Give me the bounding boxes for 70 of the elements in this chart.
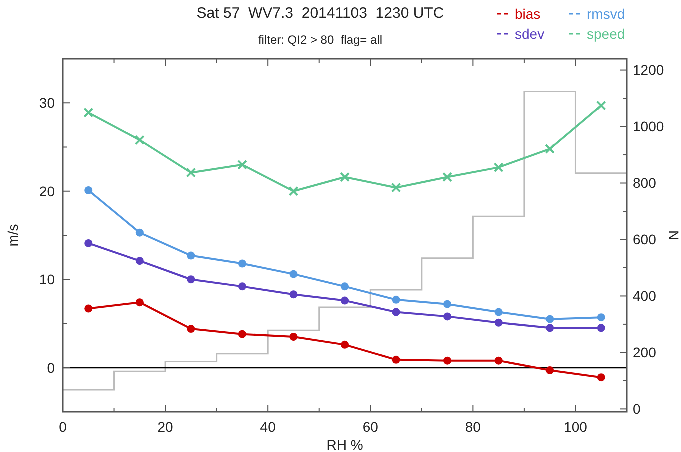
point	[546, 315, 554, 324]
point	[442, 172, 453, 182]
point	[237, 160, 248, 170]
point	[597, 324, 606, 332]
point	[340, 172, 350, 182]
point	[84, 304, 93, 313]
x-tick-label: 60	[362, 419, 379, 435]
x-tick-label: 80	[465, 419, 482, 435]
point	[238, 282, 246, 291]
point	[341, 296, 349, 305]
y2-axis-title: N	[666, 230, 681, 241]
y-tick-label: 0	[47, 360, 56, 376]
point	[494, 162, 504, 173]
legend-label: bias	[515, 6, 541, 22]
y2-tick-label: 1000	[633, 118, 664, 135]
point	[136, 298, 144, 307]
point	[136, 257, 144, 266]
x-tick-label: 100	[564, 419, 588, 435]
x-tick-label: 20	[158, 419, 174, 435]
x-axis-title: RH %	[326, 437, 364, 452]
point	[597, 314, 606, 322]
point	[238, 260, 246, 268]
point	[134, 135, 145, 146]
point	[290, 332, 298, 341]
point	[238, 330, 246, 338]
point	[187, 276, 196, 284]
point	[341, 340, 349, 349]
x-tick-label: 40	[260, 419, 276, 435]
legend-label: sdev	[515, 26, 545, 42]
point	[186, 168, 196, 178]
y2-tick-label: 800	[633, 175, 657, 192]
legend-label: rmsvd	[587, 6, 626, 22]
point	[444, 312, 452, 321]
y-axis-title: m/s	[5, 224, 21, 247]
y2-tick-label: 400	[633, 288, 657, 304]
point	[391, 182, 402, 193]
y2-tick-label: 1200	[633, 62, 664, 78]
point	[392, 308, 400, 316]
chart-title: Sat 57 WV7.3 20141103 1230 UTC	[196, 5, 444, 22]
y2-tick-label: 600	[633, 232, 657, 248]
point	[84, 108, 94, 118]
point	[444, 356, 452, 365]
point	[84, 186, 93, 194]
point	[546, 366, 554, 375]
point	[596, 100, 606, 111]
y2-tick-label: 200	[633, 344, 657, 361]
point	[597, 374, 606, 382]
point	[494, 318, 503, 327]
y-tick-label: 20	[39, 183, 56, 200]
x-tick-label: 0	[59, 419, 68, 435]
point	[84, 239, 93, 248]
point	[341, 282, 349, 291]
y2-tick-label: 0	[633, 401, 641, 418]
point	[187, 325, 196, 334]
point	[444, 300, 452, 308]
point	[187, 252, 196, 260]
point	[136, 228, 144, 237]
point	[494, 308, 503, 316]
chart-subtitle: filter: QI2 > 80 flag= all	[258, 33, 383, 47]
point	[290, 290, 298, 299]
y-tick-label: 10	[39, 272, 56, 288]
legend-label: speed	[587, 26, 626, 42]
point	[392, 296, 400, 304]
point	[392, 356, 400, 364]
point	[546, 324, 554, 332]
y-tick-label: 30	[39, 95, 56, 112]
point	[290, 270, 298, 278]
point	[494, 356, 503, 365]
point	[545, 144, 556, 154]
point	[288, 186, 299, 196]
